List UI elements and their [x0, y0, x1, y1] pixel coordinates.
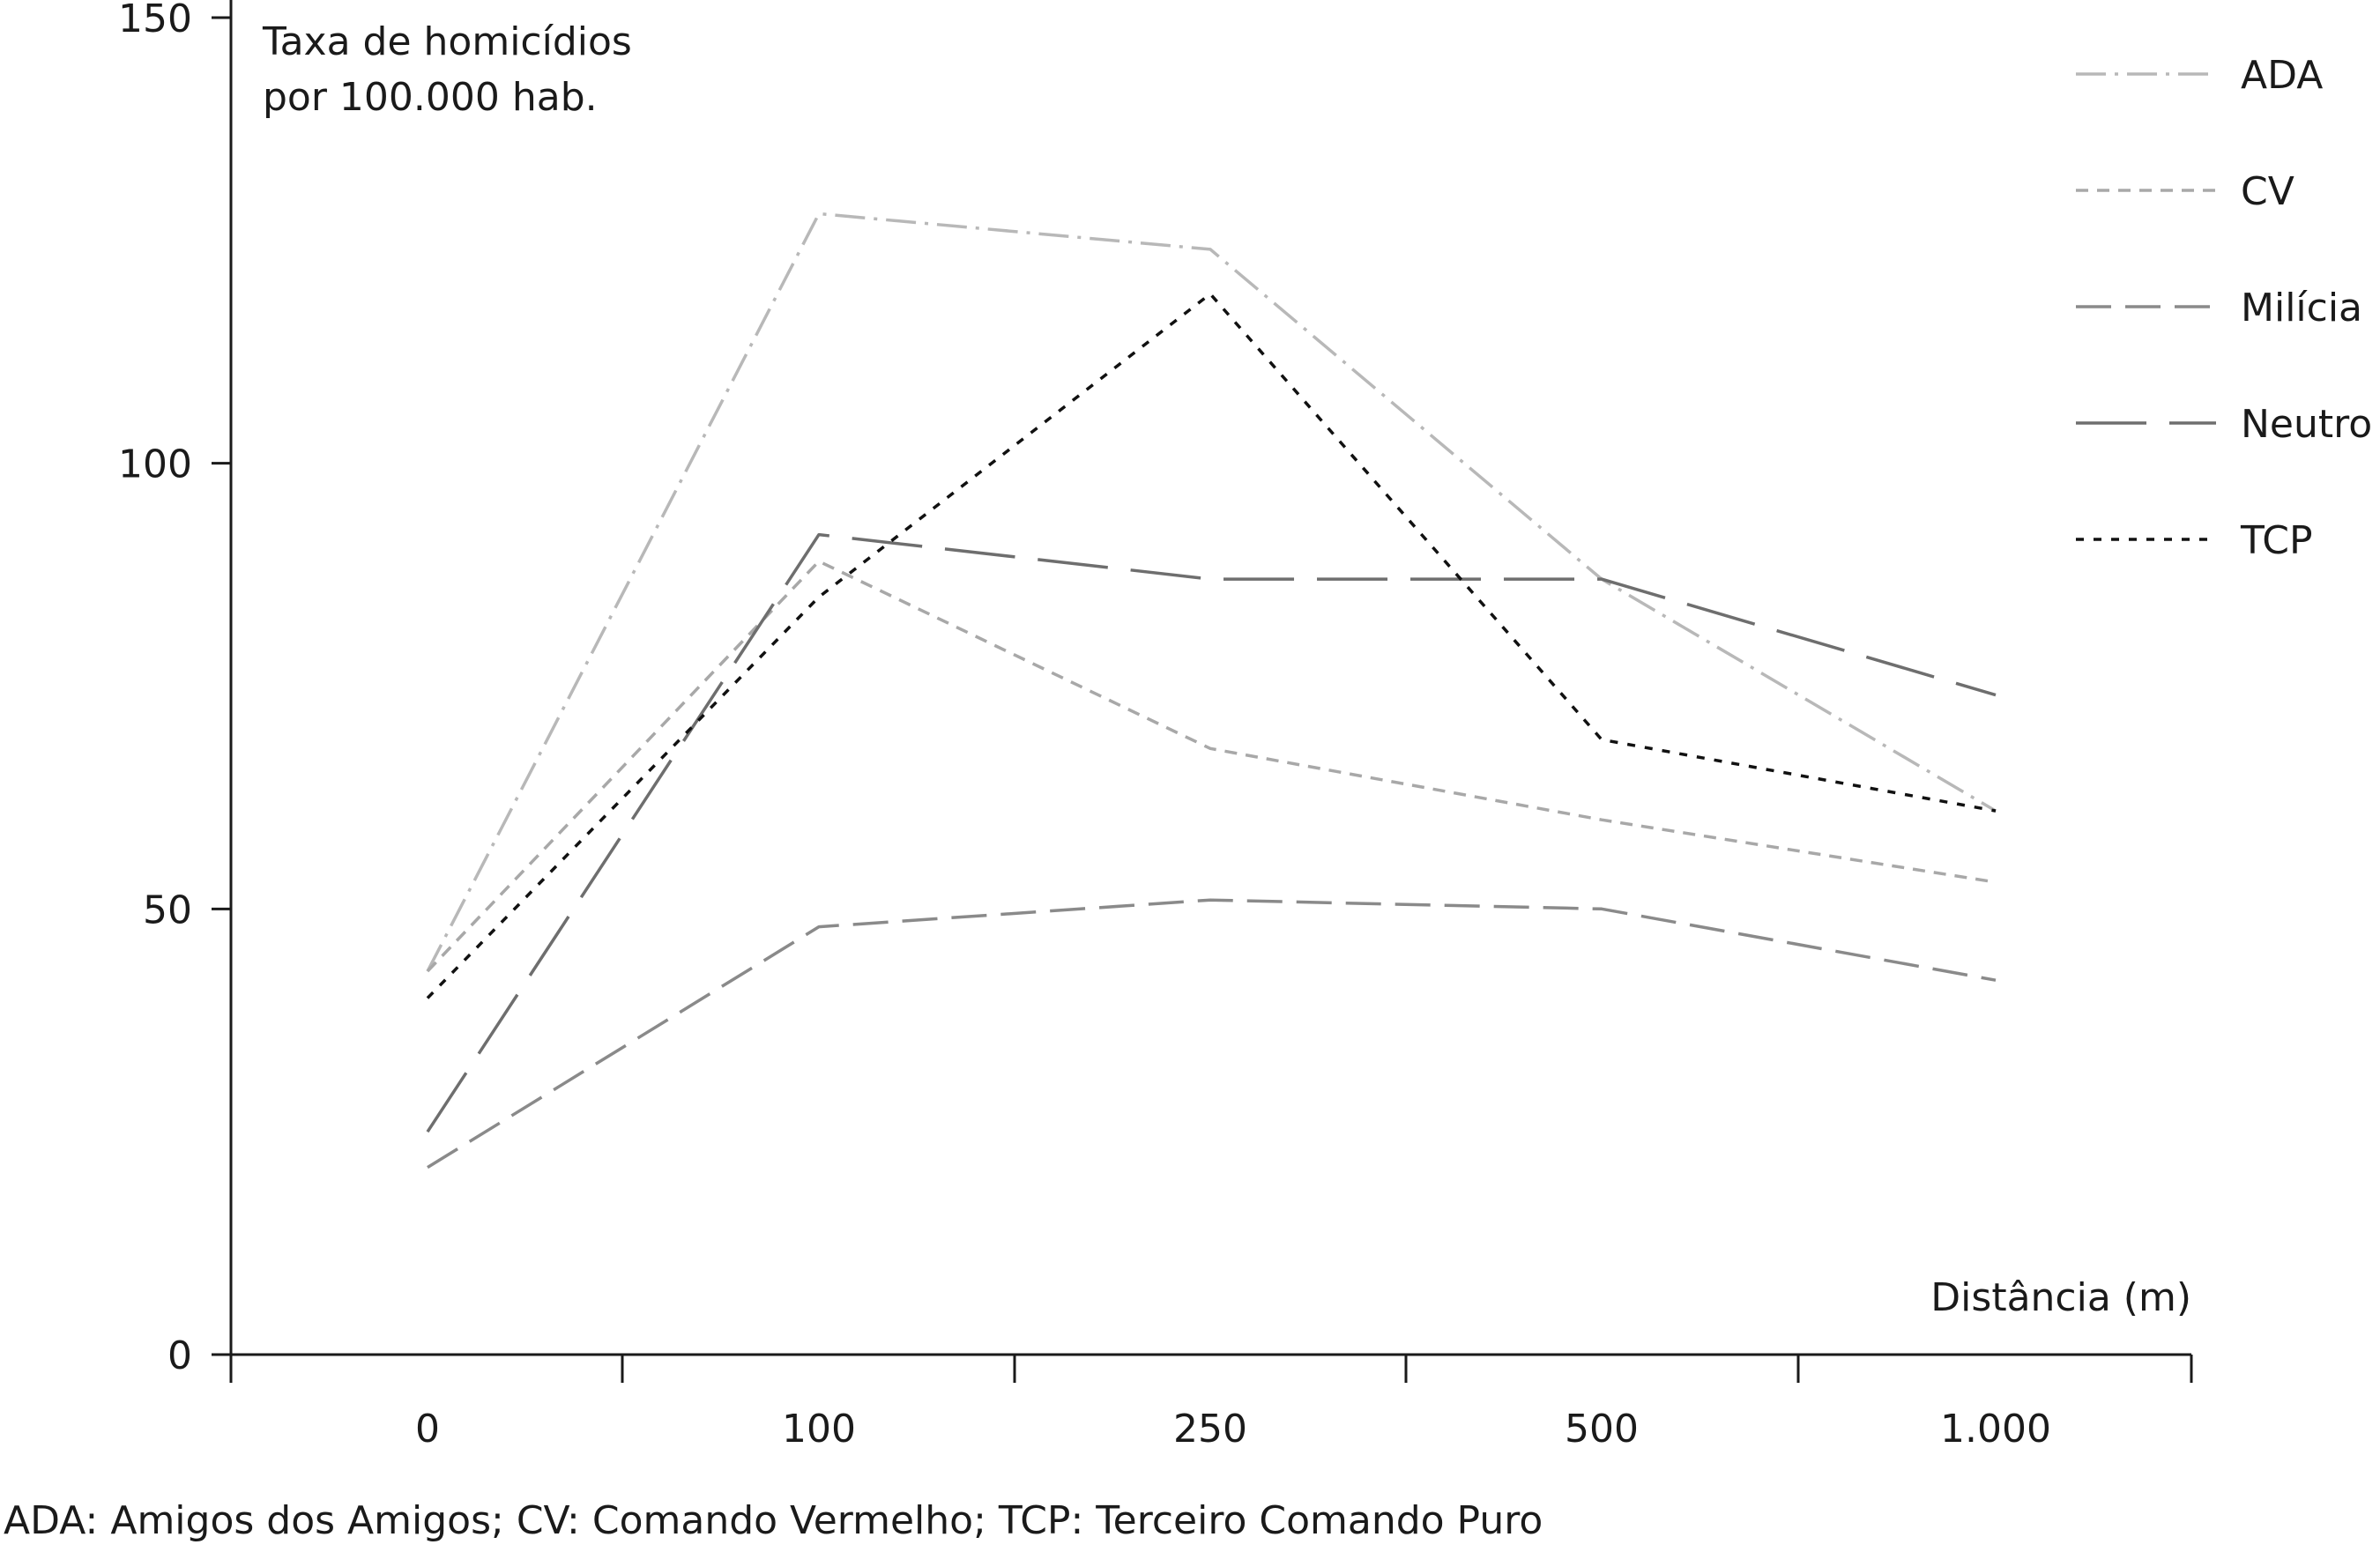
- x-tick-label: 1.000: [1940, 1407, 2051, 1452]
- series-line-cv: [426, 560, 1997, 973]
- y-axis-label-line-2: por 100.000 hab.: [263, 75, 598, 120]
- x-tick-label: 250: [1173, 1407, 1247, 1452]
- y-tick-label: 50: [143, 887, 192, 932]
- axes: 0 50 100 150 0 100 250 500 1.000: [118, 0, 2193, 1452]
- legend-label: CV: [2241, 169, 2294, 214]
- legend-label: TCP: [2240, 518, 2313, 563]
- series-line-ada: [426, 212, 1997, 972]
- y-tick-label: 0: [167, 1333, 192, 1378]
- y-axis-label-line-1: Taxa de homicídios: [262, 19, 632, 64]
- legend: ADA CV Milícia Neutro TCP: [2076, 53, 2372, 563]
- legend-label: ADA: [2241, 53, 2323, 98]
- series-line-milicia: [427, 898, 1997, 1170]
- series-line-neutro: [426, 532, 1997, 1133]
- x-tick-label: 0: [415, 1407, 440, 1452]
- y-tick-label: 100: [118, 442, 192, 487]
- series-line-tcp: [426, 292, 1997, 999]
- series-lines: [426, 212, 1997, 1170]
- y-tick-label: 150: [118, 0, 192, 41]
- footnote: ADA: Amigos dos Amigos; CV: Comando Verm…: [4, 1498, 1543, 1543]
- legend-label: Neutro: [2241, 402, 2372, 447]
- legend-label: Milícia: [2241, 286, 2362, 330]
- x-tick-label: 500: [1565, 1407, 1639, 1452]
- x-tick-label: 100: [782, 1407, 856, 1452]
- x-axis-label: Distância (m): [1930, 1275, 2191, 1320]
